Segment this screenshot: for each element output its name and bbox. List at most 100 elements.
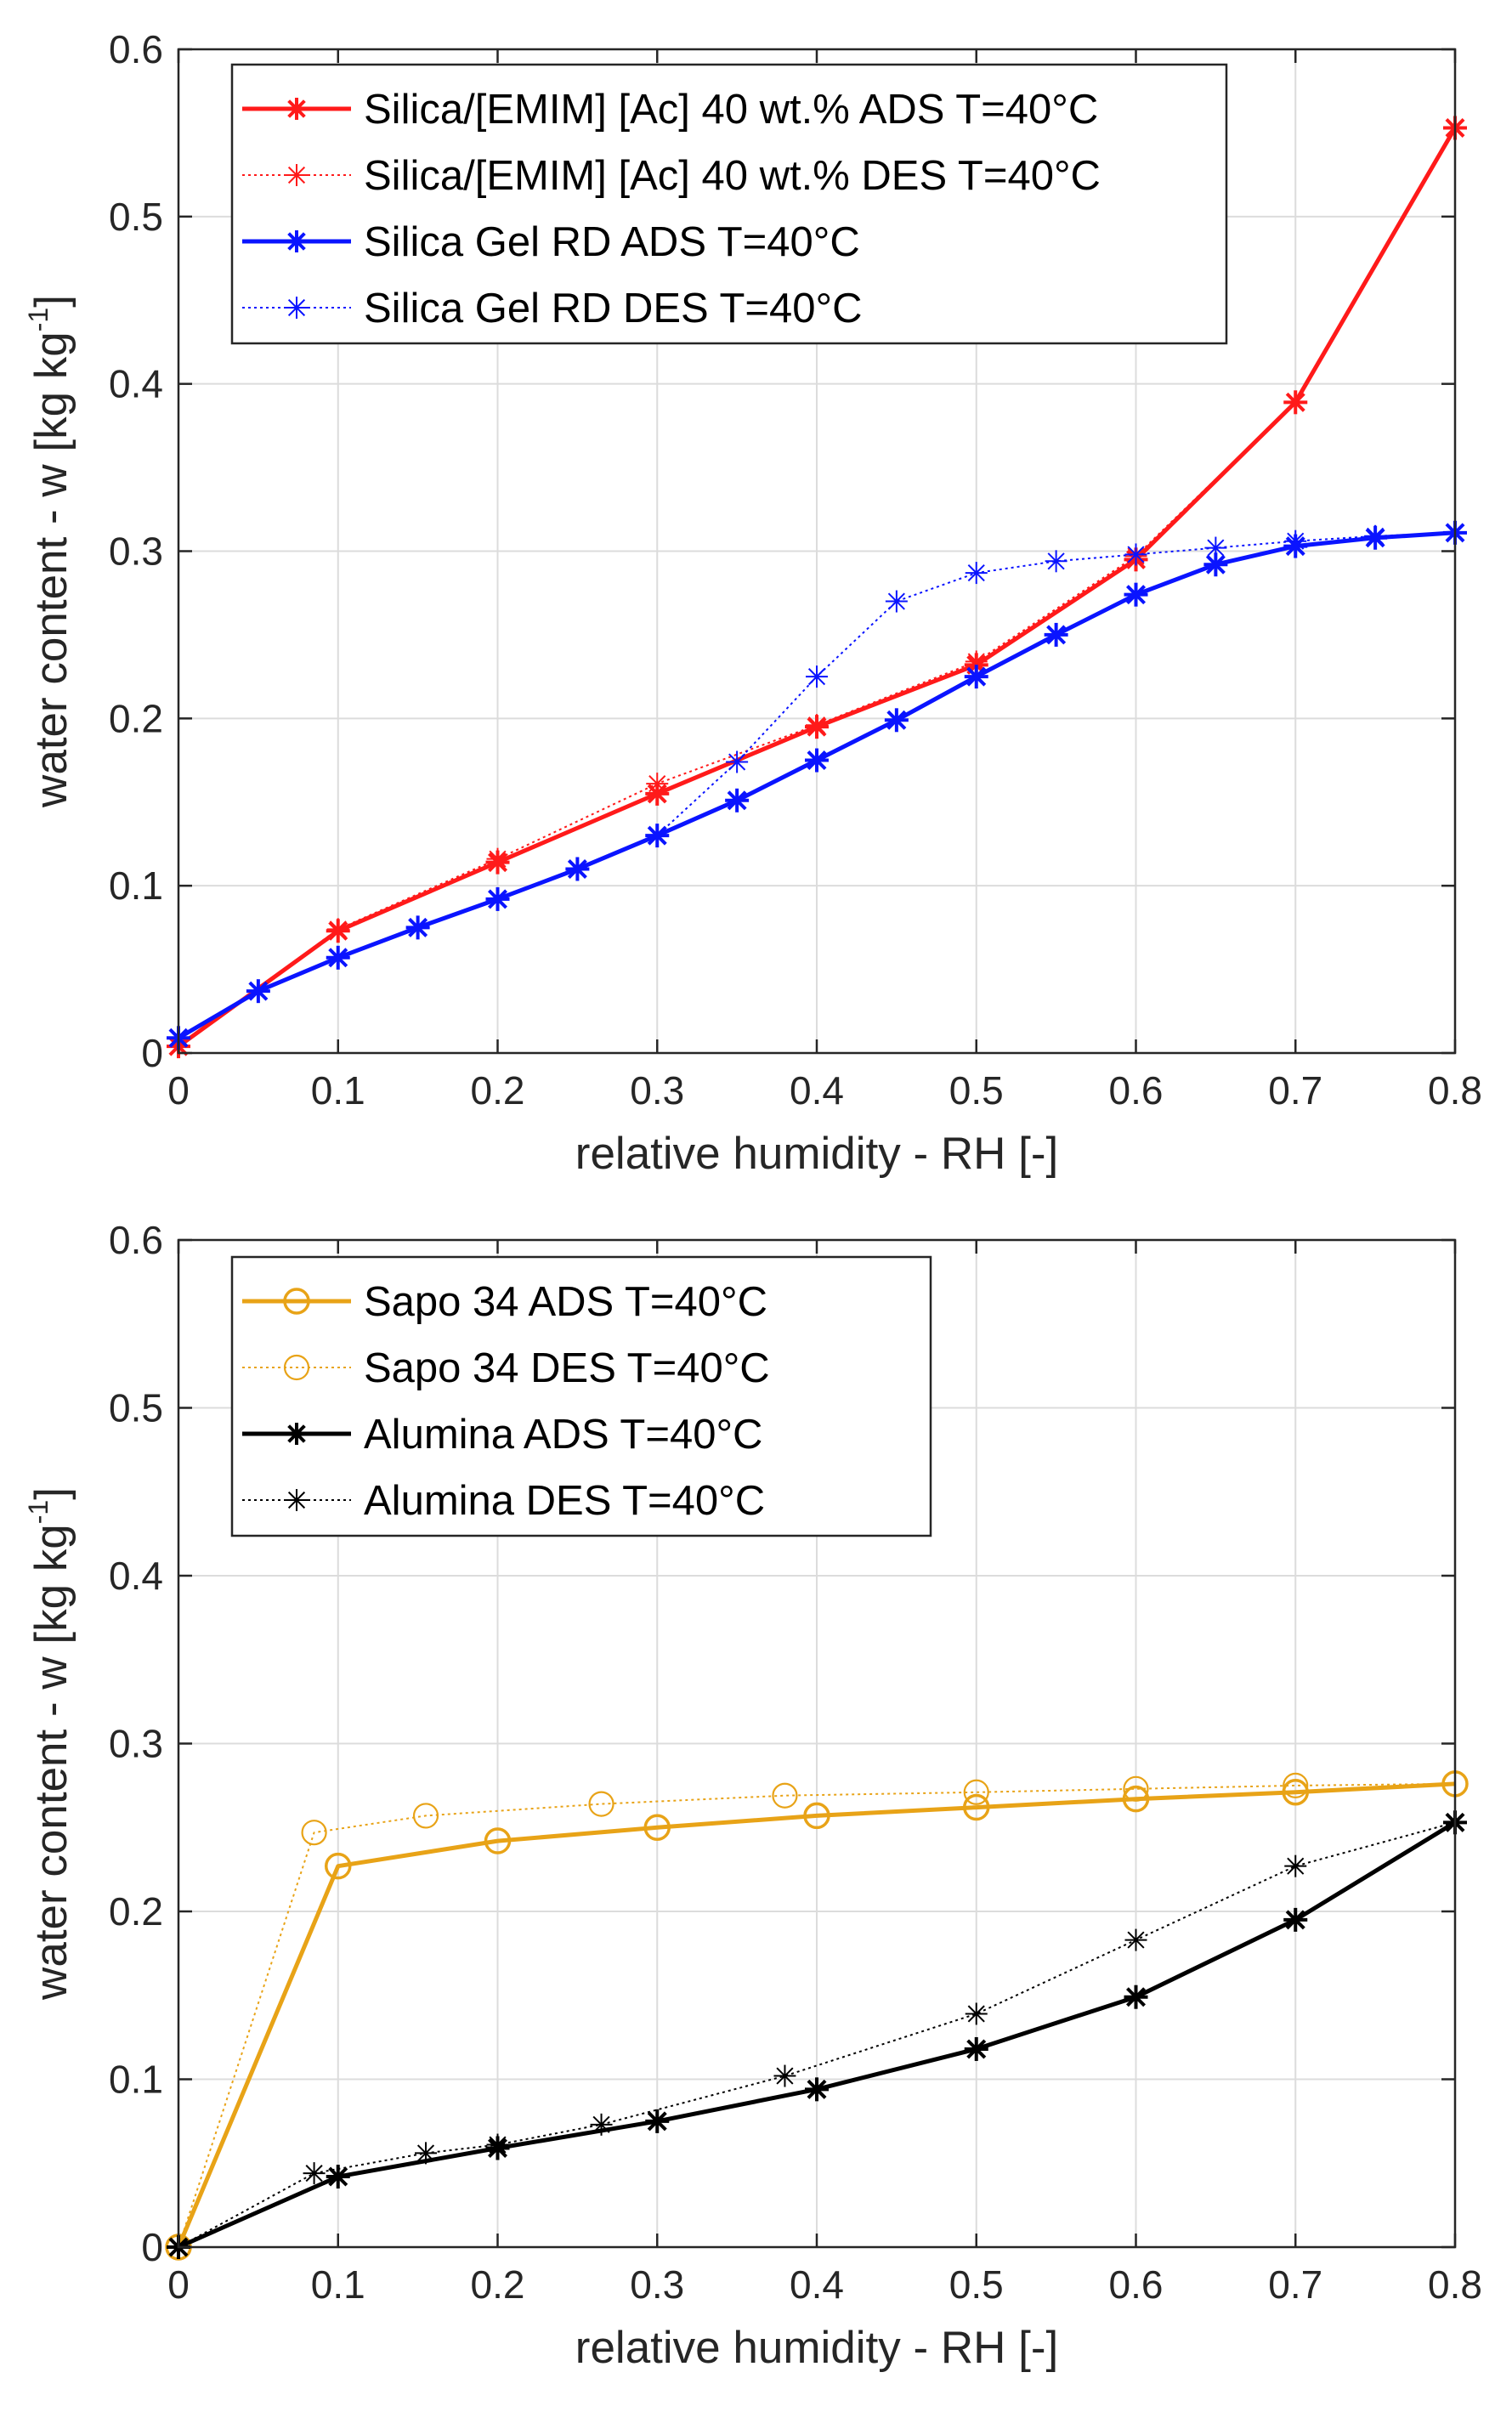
legend-label: Silica Gel RD ADS T=40°C: [364, 219, 860, 265]
x-axis-title-top: relative humidity - RH [-]: [575, 1129, 1058, 1179]
legend-label: Silica Gel RD DES T=40°C: [364, 286, 862, 331]
y-tick-label: 0: [141, 1031, 163, 1075]
data-point-sapo-34-des-t-40-c: [1283, 1772, 1309, 1798]
legend-box: [230, 63, 1228, 345]
data-point-sapo-34-ads-t-40-c: [803, 1802, 830, 1830]
y-axis-title-superscript-bottom: -1: [23, 1500, 54, 1524]
data-point-sapo-34-ads-t-40-c: [643, 1814, 671, 1841]
series-silica-emim-ac-40-wt-des-t-40-c: [167, 116, 1466, 1058]
legend-label: Alumina ADS T=40°C: [364, 1412, 762, 1458]
data-point-sapo-34-des-t-40-c: [588, 1791, 614, 1817]
series-alumina-des-t-40-c: [167, 1811, 1466, 2258]
legend-marker-silica-emim-ac-40-wt-des-t-40-c: [286, 164, 308, 186]
y-tick-label: 0.4: [109, 362, 163, 406]
legend-marker-sapo-34-des-t-40-c: [283, 1354, 310, 1381]
legend-label: Silica/[EMIM] [Ac] 40 wt.% ADS T=40°C: [364, 87, 1098, 133]
legend-label: Sapo 34 ADS T=40°C: [364, 1279, 767, 1325]
data-point-silica-emim-ac-40-wt-des-t-40-c: [486, 847, 509, 870]
data-point-silica-gel-rd-ads-t-40-c: [1203, 552, 1228, 577]
data-point-alumina-des-t-40-c: [965, 2002, 988, 2025]
x-tick-label: 0.2: [471, 2262, 525, 2307]
data-point-silica-gel-rd-des-t-40-c: [646, 824, 669, 847]
legend-marker-silica-gel-rd-des-t-40-c: [286, 297, 308, 319]
y-axis-title-close-bottom: ]: [26, 1487, 76, 1500]
data-point-silica-gel-rd-ads-t-40-c: [884, 708, 909, 733]
y-tick-label: 0: [141, 2225, 163, 2269]
y-tick-label: 0.1: [109, 863, 163, 908]
y-axis-title-main-bottom: water content - w [kg kg: [26, 1524, 76, 2001]
data-point-silica-gel-rd-des-t-40-c: [1204, 536, 1227, 559]
data-point-silica-gel-rd-des-t-40-c: [885, 590, 908, 613]
data-point-silica-gel-rd-ads-t-40-c: [964, 665, 988, 689]
data-point-alumina-ads-t-40-c: [964, 2036, 988, 2061]
data-point-silica-gel-rd-ads-t-40-c: [725, 788, 750, 812]
x-tick-label: 0.8: [1428, 1068, 1482, 1113]
series-sapo-34-des-t-40-c: [165, 1770, 1469, 2261]
y-tick-label: 0.3: [109, 529, 163, 574]
legend-marker-sapo-34-ads-t-40-c: [283, 1288, 310, 1315]
x-tick-label: 0.6: [1109, 2262, 1164, 2307]
data-point-silica-gel-rd-des-t-40-c: [406, 916, 429, 939]
x-tick-label: 0.1: [311, 1068, 365, 1113]
data-point-silica-gel-rd-des-t-40-c: [726, 750, 749, 773]
y-axis-title-main-top: water content - w [kg kg: [26, 331, 76, 808]
y-tick-label: 0.6: [109, 27, 163, 71]
legend-label: Sapo 34 DES T=40°C: [364, 1345, 770, 1391]
legend-label: Silica/[EMIM] [Ac] 40 wt.% DES T=40°C: [364, 153, 1101, 199]
series-line-sapo-34-ads-t-40-c: [176, 1781, 1456, 2248]
x-tick-label: 0: [167, 1068, 190, 1113]
y-axis-title-top: water content - w [kg kg-1]: [23, 295, 76, 808]
data-point-alumina-des-t-40-c: [1284, 1854, 1307, 1877]
data-point-alumina-des-t-40-c: [415, 2142, 438, 2165]
data-point-silica-gel-rd-des-t-40-c: [1124, 543, 1147, 566]
data-point-alumina-ads-t-40-c: [805, 2077, 829, 2102]
data-point-alumina-des-t-40-c: [303, 2162, 326, 2185]
series-line-silica-emim-ac-40-wt-des-t-40-c: [178, 127, 1456, 1047]
x-tick-label: 0.4: [790, 1068, 844, 1113]
x-tick-label: 0: [167, 2262, 190, 2307]
data-point-alumina-ads-t-40-c: [1124, 1985, 1148, 2009]
series-silica-gel-rd-des-t-40-c: [167, 521, 1466, 1050]
data-point-sapo-34-des-t-40-c: [772, 1782, 798, 1809]
y-tick-label: 0.4: [109, 1554, 163, 1598]
ticks-top: 0 0.1 0.2 0.3 0.4 0.5 0.6 0.7 0.8 0 0.1 0.2 0.3 0.4 0.…: [109, 27, 1482, 1113]
data-point-silica-gel-rd-ads-t-40-c: [1124, 582, 1148, 607]
x-tick-label: 0.5: [949, 1068, 1004, 1113]
data-point-alumina-des-t-40-c: [486, 2133, 509, 2156]
data-point-alumina-des-t-40-c: [590, 2113, 613, 2136]
data-point-silica-gel-rd-des-t-40-c: [326, 946, 349, 969]
data-point-sapo-34-des-t-40-c: [301, 1820, 327, 1846]
data-point-alumina-ads-t-40-c: [645, 2109, 670, 2133]
x-tick-label: 0.2: [471, 1068, 525, 1113]
y-tick-label: 0.2: [109, 696, 163, 740]
chart-bottom: 0 0.1 0.2 0.3 0.4 0.5 0.6 0.7 0.8 0 0.1 0.2 0.3 0.4 0.…: [23, 1218, 1482, 2373]
y-tick-label: 0.3: [109, 1722, 163, 1766]
y-axis-title-superscript-top: -1: [23, 308, 54, 331]
x-tick-label: 0.5: [949, 2262, 1004, 2307]
y-tick-label: 0.1: [109, 2058, 163, 2102]
x-tick-label: 0.4: [790, 2262, 844, 2307]
y-axis-title-close-top: ]: [26, 295, 76, 308]
data-point-sapo-34-des-t-40-c: [1123, 1775, 1149, 1802]
y-axis-title-bottom: water content - w [kg kg-1]: [23, 1487, 76, 2001]
data-point-silica-gel-rd-des-t-40-c: [1045, 550, 1067, 573]
data-point-alumina-des-t-40-c: [773, 2064, 796, 2087]
data-point-alumina-ads-t-40-c: [1283, 1907, 1308, 1932]
y-tick-label: 0.2: [109, 1889, 163, 1934]
data-point-alumina-des-t-40-c: [1124, 1928, 1147, 1951]
legend-marker-alumina-des-t-40-c: [286, 1489, 308, 1511]
x-tick-label: 0.7: [1268, 2262, 1322, 2307]
series-group-bottom: [165, 1770, 1469, 2261]
data-point-silica-gel-rd-des-t-40-c: [965, 562, 988, 585]
data-point-silica-emim-ac-40-wt-des-t-40-c: [326, 918, 349, 941]
x-axis-title-bottom: relative humidity - RH [-]: [575, 2323, 1058, 2373]
legend-label: Alumina DES T=40°C: [364, 1478, 765, 1524]
data-point-silica-emim-ac-40-wt-des-t-40-c: [1284, 391, 1307, 414]
x-tick-label: 0.3: [630, 1068, 684, 1113]
chart-top: 0 0.1 0.2 0.3 0.4 0.5 0.6 0.7 0.8 0 0.1 0.2 0.3 0.4 0.…: [23, 27, 1482, 1179]
data-point-silica-gel-rd-des-t-40-c: [486, 887, 509, 910]
legend-top: Silica/[EMIM] [Ac] 40 wt.% ADS T=40°C Sil…: [230, 63, 1228, 345]
legend-bottom: Sapo 34 ADS T=40°C Sapo 34 DES T=40°C Alum…: [230, 1255, 932, 1537]
series-line-alumina-des-t-40-c: [178, 1821, 1456, 2248]
